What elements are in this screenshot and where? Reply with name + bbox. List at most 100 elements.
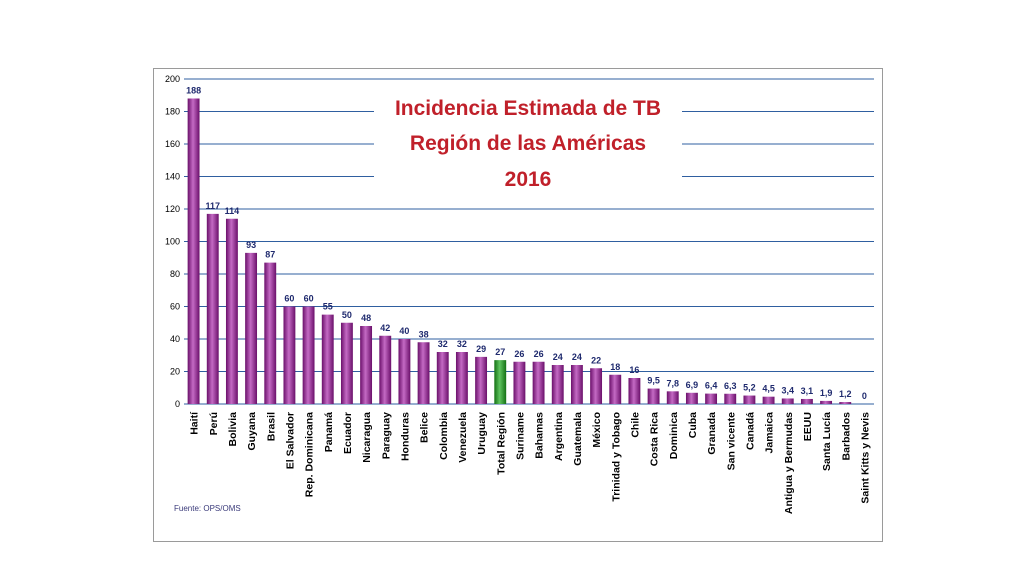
bar-8 bbox=[340, 322, 353, 404]
value-label: 6,3 bbox=[724, 381, 737, 391]
chart-frame: 0 20 40 60 80 100 120 140 160 180 200 188 117 114 93 8… bbox=[153, 68, 883, 542]
bar-18 bbox=[532, 361, 545, 404]
category-label: Paraguay bbox=[380, 412, 392, 459]
value-label: 18 bbox=[610, 362, 620, 372]
bar-29 bbox=[743, 395, 756, 404]
value-label: 50 bbox=[342, 310, 352, 320]
category-label: Venezuela bbox=[457, 412, 469, 463]
category-label: Brasil bbox=[265, 412, 277, 441]
bar-5 bbox=[283, 306, 296, 404]
title-line-3: 2016 bbox=[505, 168, 552, 191]
category-label: San vicente bbox=[725, 412, 737, 471]
bar-3 bbox=[245, 252, 258, 404]
category-label: Saint Kitts y Nevis bbox=[859, 412, 871, 504]
bar-21 bbox=[590, 368, 603, 404]
category-label: México bbox=[591, 412, 603, 448]
value-label: 1,9 bbox=[820, 388, 833, 398]
bar-27 bbox=[705, 393, 718, 404]
y-tick-label: 200 bbox=[165, 74, 180, 84]
value-label: 60 bbox=[284, 294, 294, 304]
y-axis-ticks: 0 20 40 60 80 100 120 140 160 180 200 bbox=[165, 74, 180, 409]
source-note: Fuente: OPS/OMS bbox=[174, 504, 241, 513]
bar-23 bbox=[628, 378, 641, 404]
bar-7 bbox=[321, 314, 334, 404]
value-label: 26 bbox=[534, 349, 544, 359]
value-label: 87 bbox=[265, 250, 275, 260]
value-label: 7,8 bbox=[666, 378, 679, 388]
bar-17 bbox=[513, 361, 526, 404]
value-label: 40 bbox=[399, 326, 409, 336]
category-label: Belice bbox=[419, 412, 431, 443]
bar-15 bbox=[475, 356, 488, 404]
category-label: Trinidad y Tobago bbox=[610, 412, 622, 502]
value-label: 60 bbox=[304, 294, 314, 304]
category-label: Ecuador bbox=[342, 412, 354, 454]
value-label: 16 bbox=[629, 365, 639, 375]
category-label: El Salvador bbox=[284, 412, 296, 469]
title-line-2: Región de las Américas bbox=[410, 132, 646, 155]
value-label: 32 bbox=[457, 339, 467, 349]
value-label: 1,2 bbox=[839, 389, 852, 399]
category-label: Chile bbox=[629, 412, 641, 438]
category-label: Jamaica bbox=[764, 412, 776, 454]
y-tick-label: 60 bbox=[170, 302, 180, 312]
y-tick-label: 140 bbox=[165, 172, 180, 182]
category-label: Suriname bbox=[514, 412, 526, 460]
category-label: Cuba bbox=[687, 412, 699, 438]
category-label: Nicaragua bbox=[361, 412, 373, 463]
category-label: Rep. Dominicana bbox=[304, 412, 316, 497]
bar-25 bbox=[666, 391, 679, 404]
bar-16 bbox=[494, 360, 507, 404]
category-label: Granada bbox=[706, 412, 718, 455]
y-tick-label: 160 bbox=[165, 139, 180, 149]
bars bbox=[187, 98, 852, 404]
category-label: Santa Lucía bbox=[821, 412, 833, 471]
bar-26 bbox=[685, 392, 698, 404]
bar-12 bbox=[417, 342, 430, 404]
category-label: Argentina bbox=[553, 412, 565, 461]
bar-10 bbox=[379, 335, 392, 404]
value-label: 4,5 bbox=[762, 384, 775, 394]
value-label: 3,1 bbox=[801, 386, 814, 396]
value-label: 22 bbox=[591, 355, 601, 365]
value-label: 27 bbox=[495, 347, 505, 357]
value-label: 3,4 bbox=[781, 385, 794, 395]
y-tick-label: 100 bbox=[165, 237, 180, 247]
bar-20 bbox=[570, 365, 583, 404]
bar-1 bbox=[206, 213, 219, 404]
title-line-1: Incidencia Estimada de TB bbox=[395, 97, 661, 120]
value-labels: 188 117 114 93 87 60 60 55 50 48 42 40 38 32 32 29 27 26 2… bbox=[186, 86, 867, 402]
bar-11 bbox=[398, 339, 411, 404]
category-label: Dominica bbox=[668, 412, 680, 459]
bar-6 bbox=[302, 306, 315, 404]
value-label: 38 bbox=[419, 329, 429, 339]
title-background bbox=[374, 89, 682, 201]
y-tick-label: 180 bbox=[165, 107, 180, 117]
bar-14 bbox=[455, 352, 468, 404]
value-label: 93 bbox=[246, 240, 256, 250]
bar-34 bbox=[839, 402, 852, 404]
value-label: 24 bbox=[553, 352, 563, 362]
y-tick-label: 120 bbox=[165, 204, 180, 214]
bar-31 bbox=[781, 398, 794, 404]
bar-19 bbox=[551, 365, 564, 404]
value-label: 48 bbox=[361, 313, 371, 323]
value-label: 6,9 bbox=[686, 380, 699, 390]
category-label: Guyana bbox=[246, 412, 258, 451]
bar-4 bbox=[264, 262, 277, 404]
category-label: Haití bbox=[189, 411, 201, 435]
category-label: Colombia bbox=[438, 412, 450, 460]
category-label: Total Región bbox=[495, 412, 507, 475]
category-label: Uruguay bbox=[476, 412, 488, 455]
value-label: 117 bbox=[205, 201, 220, 211]
bar-33 bbox=[820, 400, 833, 404]
value-label: 0 bbox=[862, 391, 867, 401]
value-label: 5,2 bbox=[743, 383, 756, 393]
category-label: EEUU bbox=[802, 412, 814, 441]
y-tick-label: 0 bbox=[175, 399, 180, 409]
bar-30 bbox=[762, 396, 775, 404]
category-label: Canadá bbox=[744, 412, 756, 450]
bar-24 bbox=[647, 388, 660, 404]
category-labels: Haití Perú Bolivia Guyana Brasil El Salvador R… bbox=[189, 411, 872, 514]
value-label: 188 bbox=[186, 86, 201, 96]
